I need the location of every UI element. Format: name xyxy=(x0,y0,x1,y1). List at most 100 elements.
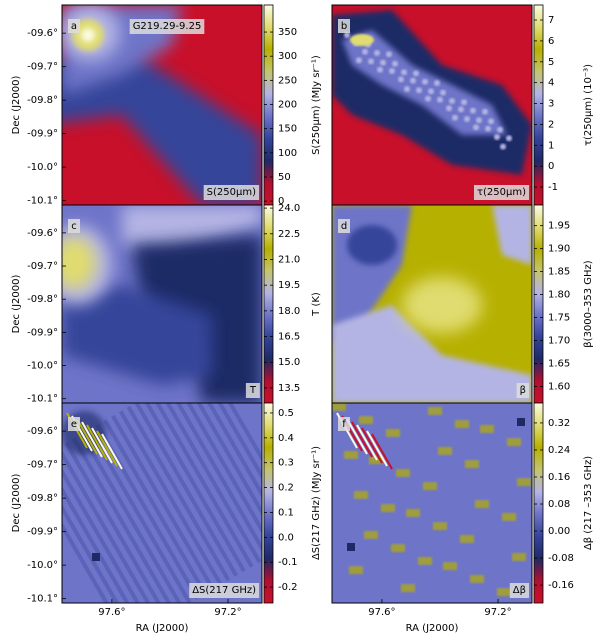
map-speck xyxy=(398,76,404,83)
y-tick-label: -09.8° xyxy=(27,95,58,106)
colorbar-tick-label: 0.24 xyxy=(548,445,570,456)
label-box xyxy=(245,383,260,398)
y-tick-label: -09.7° xyxy=(27,460,58,471)
panel-label: f xyxy=(342,419,346,430)
colorbar-tick-label: 1.70 xyxy=(548,336,570,347)
panel: d β 1.60 1.65 1.70 1.75 1.80 1.85 1.90 1.95 β(3000… xyxy=(331,204,594,404)
map-region xyxy=(350,34,374,46)
annotation: ΔS(217 GHz) xyxy=(192,585,256,596)
colorbar-label: τ(250μm) (10⁻³) xyxy=(583,64,594,146)
colorbar-tick-label: 250 xyxy=(278,75,297,86)
map-stripe xyxy=(181,403,262,550)
map xyxy=(332,5,532,205)
map-region xyxy=(62,45,262,205)
map-region xyxy=(347,543,355,551)
colorbar-tick-label: 0.0 xyxy=(278,532,294,543)
annotation: Δβ xyxy=(513,585,526,596)
y-tick-label: -10.0° xyxy=(27,361,58,372)
map-patch xyxy=(418,557,432,565)
map-speck xyxy=(446,105,452,112)
map-stripe xyxy=(62,450,153,603)
panel: b τ(250μm) -1 0 1 2 3 4 5 6 7 τ(250μm) (10⁻³) xyxy=(331,4,594,206)
map-speck xyxy=(500,143,506,150)
panel: f Δβ -0.16 -0.08 0.00 0.08 0.16 0.24 0.32 Δβ (217… xyxy=(331,402,594,634)
map-patch xyxy=(443,562,457,570)
panel: a S(250μm) G219.29-9.25 0 50 100 150 200 250 300 3… xyxy=(11,4,322,207)
colorbar-tick-label: 350 xyxy=(278,27,297,38)
map-patch xyxy=(359,416,373,424)
y-tick-label: -10.1° xyxy=(27,594,58,605)
map-stripe xyxy=(196,403,262,541)
colorbar xyxy=(263,402,274,604)
annotation: β xyxy=(520,385,526,396)
colorbar-tick-label: 22.5 xyxy=(278,229,300,240)
map-stripe xyxy=(126,405,231,582)
map-stripe xyxy=(346,418,368,455)
colorbar-tick-label: 1.85 xyxy=(548,267,570,278)
colorbar-tick-label: 16.5 xyxy=(278,332,300,343)
map-patch xyxy=(502,513,516,521)
map-patch xyxy=(517,478,531,486)
label-box xyxy=(68,219,80,233)
map-region xyxy=(517,418,525,426)
map-speck xyxy=(377,66,383,73)
panel-label: c xyxy=(71,221,77,232)
colorbar-tick-label: 0.00 xyxy=(548,526,570,537)
map-speck xyxy=(473,124,479,131)
map-patch xyxy=(349,566,363,574)
map-region xyxy=(492,205,532,265)
map xyxy=(332,205,532,403)
colorbar xyxy=(263,204,274,404)
map-speck xyxy=(374,50,380,56)
colorbar-tick-label: 1.80 xyxy=(548,290,570,301)
colorbar-tick-label: 0.4 xyxy=(278,433,294,444)
map-patch xyxy=(332,403,346,411)
map-speck xyxy=(464,116,470,122)
map-speck xyxy=(470,107,476,114)
map-stripe xyxy=(204,403,262,537)
colorbar-tick-label: 0.32 xyxy=(548,418,570,429)
map-stripe xyxy=(76,418,98,455)
map-speck xyxy=(497,126,503,133)
map-speck xyxy=(476,117,482,124)
map-speck xyxy=(449,98,455,104)
map xyxy=(62,5,262,205)
colorbar-tick-label: 19.5 xyxy=(278,280,300,291)
colorbar-label: β(3000–353 GHz) xyxy=(583,260,594,348)
colorbar-tick-label: 1.60 xyxy=(548,381,570,392)
x-tick-label: 97.6° xyxy=(368,607,395,618)
map-patch xyxy=(406,509,420,517)
map-bg xyxy=(332,403,532,603)
x-axis-label: RA (J2000) xyxy=(136,623,189,634)
x-tick-label: 97.6° xyxy=(98,607,125,618)
colorbar xyxy=(533,402,544,604)
map-patch xyxy=(455,420,469,428)
label-box xyxy=(338,219,350,233)
annotation: S(250μm) xyxy=(207,187,256,198)
colorbar-tick-label: 2 xyxy=(548,119,554,130)
map-stripe xyxy=(96,430,118,467)
map-region xyxy=(402,277,482,333)
map-speck xyxy=(452,114,458,121)
colorbar-tick-label: 50 xyxy=(278,172,291,183)
map-patch xyxy=(465,460,479,468)
chart-title: G219.29-9.25 xyxy=(133,21,202,32)
map-speck xyxy=(422,78,428,85)
y-tick-label: -10.0° xyxy=(27,560,58,571)
map-speck xyxy=(437,96,443,103)
label-box xyxy=(129,19,205,34)
map-patch xyxy=(470,575,484,583)
y-axis-label: Dec (J2000) xyxy=(11,76,22,135)
map-stripe xyxy=(150,403,254,568)
x-tick-label: 97.2° xyxy=(484,607,511,618)
y-tick-label: -09.9° xyxy=(27,527,58,538)
map-stripe xyxy=(62,459,137,603)
y-tick-label: -10.0° xyxy=(27,162,58,173)
colorbar-tick-label: -1 xyxy=(548,182,558,193)
map-stripe xyxy=(64,441,168,603)
map-stripe xyxy=(111,414,215,591)
y-axis-label: Dec (J2000) xyxy=(11,474,22,533)
map-speck xyxy=(416,87,422,94)
map-stripe xyxy=(361,427,383,464)
